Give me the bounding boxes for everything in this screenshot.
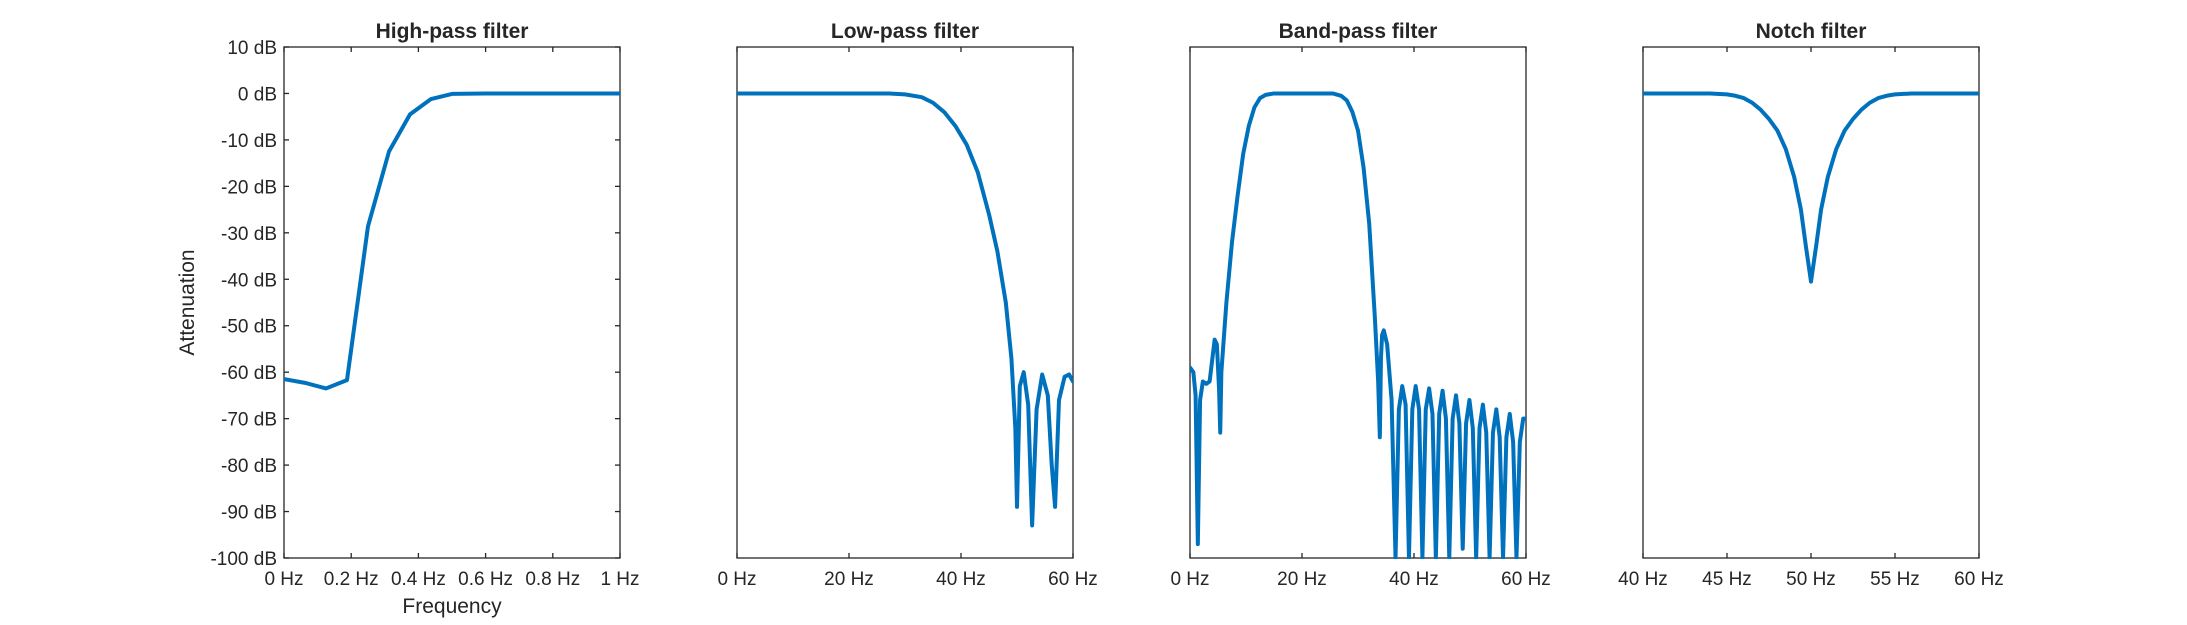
panel-3: 0 Hz 20 Hz 40 Hz 60 Hz Band-pass filter — [1170, 20, 1550, 590]
axes-box-2 — [736, 46, 1074, 559]
panel-1: 0 Hz 0.2 Hz 0.4 Hz 0.6 Hz 0.8 Hz 1 Hz 10 dB 0 d… — [176, 20, 640, 618]
panel-title: High-pass filter — [376, 20, 529, 43]
y-tick-label: -10 dB — [221, 131, 277, 152]
y-axis-label: Attenuation — [176, 249, 199, 355]
x-tick-label: 60 Hz — [1048, 569, 1098, 590]
x-tick-label: 55 Hz — [1870, 569, 1920, 590]
panel-title: Band-pass filter — [1279, 20, 1438, 43]
series-line — [1643, 91, 1979, 284]
x-tick-label: 1 Hz — [600, 569, 639, 590]
panel-title: Notch filter — [1756, 20, 1867, 43]
x-tick-label: 40 Hz — [1389, 569, 1439, 590]
series-line — [284, 91, 620, 391]
y-tick-label: -20 dB — [221, 177, 277, 198]
x-tick-label: 50 Hz — [1786, 569, 1836, 590]
x-tick-label: 45 Hz — [1702, 569, 1752, 590]
panel-4: 40 Hz 45 Hz 50 Hz 55 Hz 60 Hz Notch filter — [1618, 20, 2004, 590]
y-tick-label: -90 dB — [221, 503, 277, 524]
axes-box-4 — [1642, 46, 1980, 559]
y-tick-label: -40 dB — [221, 270, 277, 291]
x-tick-label: 20 Hz — [824, 569, 874, 590]
x-tick-label: 0.6 Hz — [458, 569, 513, 590]
x-tick-label: 40 Hz — [1618, 569, 1668, 590]
y-tick-label: -60 dB — [221, 363, 277, 384]
y-tick-label: -100 dB — [210, 549, 277, 570]
x-tick-label: 60 Hz — [1954, 569, 2004, 590]
x-tick-label: 0.4 Hz — [391, 569, 446, 590]
panel-title: Low-pass filter — [831, 20, 979, 43]
x-tick-label: 0.8 Hz — [525, 569, 580, 590]
series-line — [1190, 91, 1526, 559]
x-tick-label: 40 Hz — [936, 569, 986, 590]
x-tick-label: 60 Hz — [1501, 569, 1551, 590]
x-tick-label: 0 Hz — [1170, 569, 1209, 590]
series-line — [737, 91, 1073, 528]
x-tick-label: 0 Hz — [717, 569, 756, 590]
y-tick-label: 0 dB — [238, 84, 277, 105]
x-tick-label: 0 Hz — [264, 569, 303, 590]
y-tick-label: -50 dB — [221, 317, 277, 338]
panel-2: 0 Hz 20 Hz 40 Hz 60 Hz Low-pass filter — [717, 20, 1097, 590]
x-tick-label: 0.2 Hz — [324, 569, 379, 590]
x-tick-label: 20 Hz — [1277, 569, 1327, 590]
y-tick-label: -30 dB — [221, 224, 277, 245]
y-tick-label: -80 dB — [221, 456, 277, 477]
x-axis-label: Frequency — [402, 595, 502, 618]
axes-box-1 — [283, 46, 621, 559]
y-tick-label: -70 dB — [221, 410, 277, 431]
y-tick-label: 10 dB — [227, 38, 277, 59]
